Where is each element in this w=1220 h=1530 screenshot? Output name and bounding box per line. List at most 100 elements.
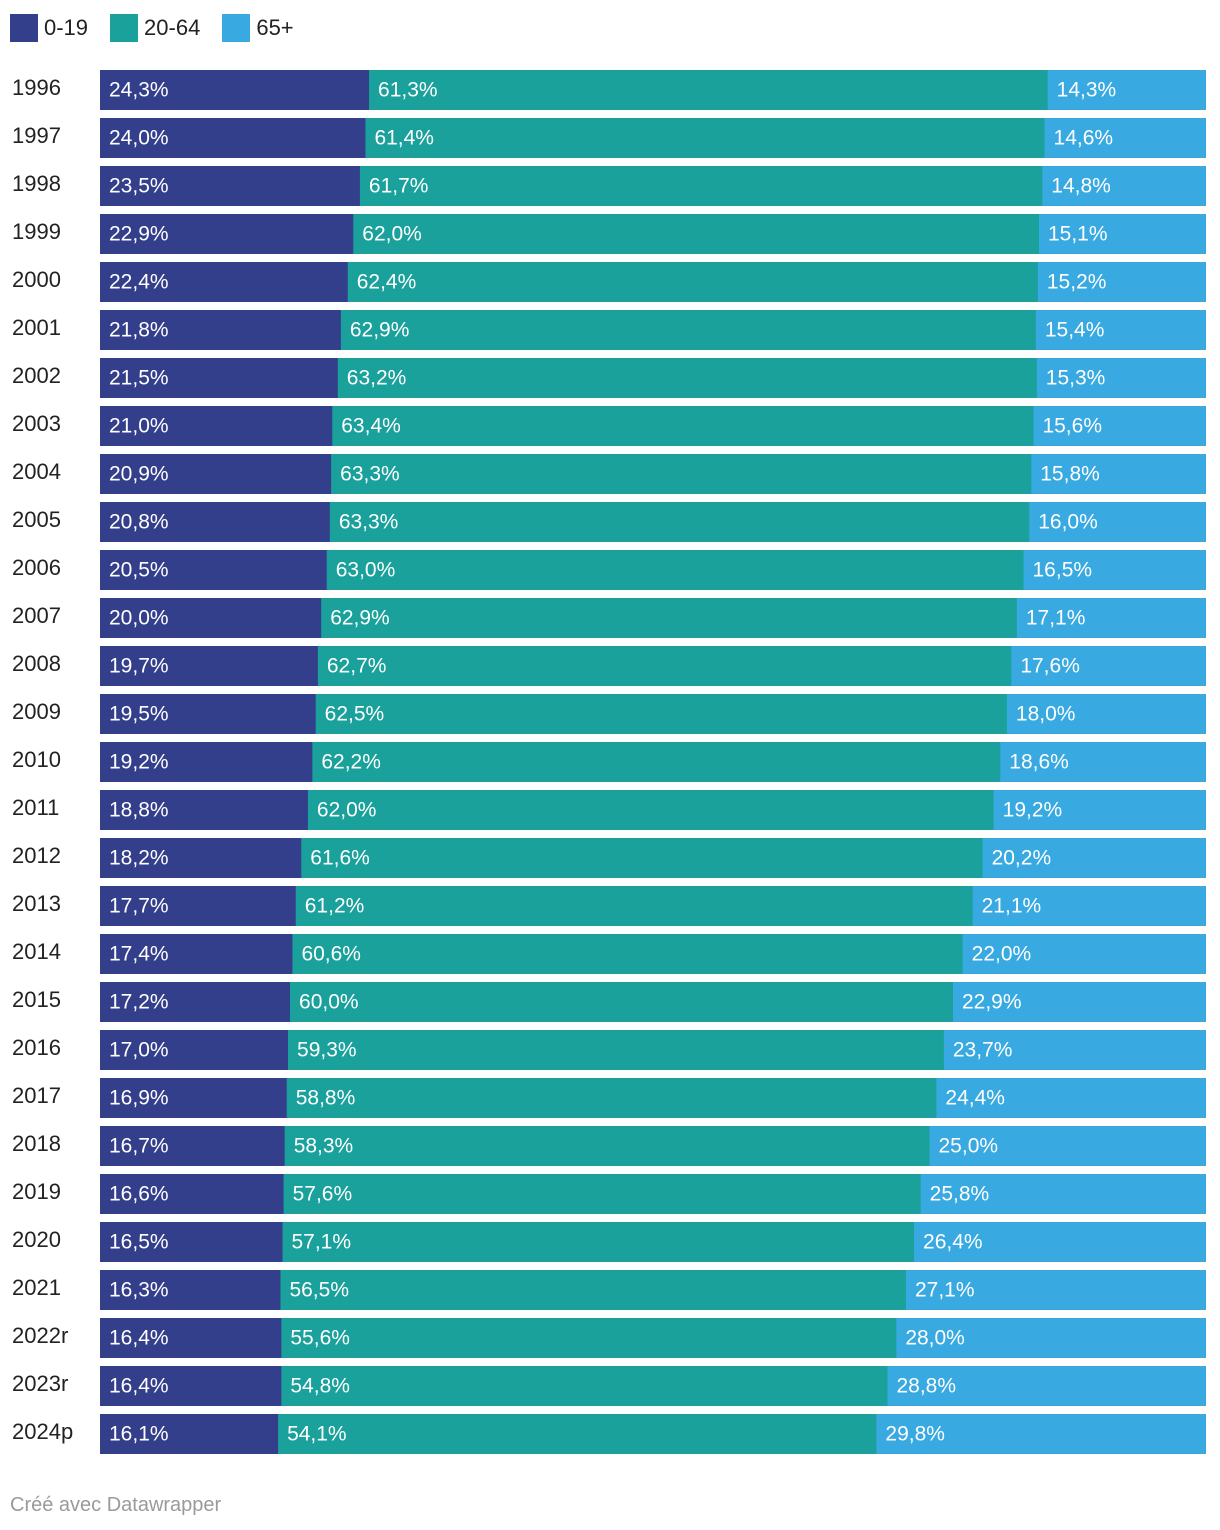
data-label-20-64-2006: 63,0%: [336, 559, 396, 582]
bar-segment-0-19-2001: [100, 310, 342, 350]
data-label-0-19-1998: 23,5%: [109, 175, 169, 198]
data-label-65-plus-2003: 15,6%: [1042, 415, 1102, 438]
bar-segment-65-plus-1998: [1042, 166, 1206, 206]
bar-segment-65-plus-2008: [1011, 646, 1206, 686]
bar-segment-0-19-1998: [100, 166, 361, 206]
bar-segment-0-19-2009: [100, 694, 317, 734]
bar-segment-0-19-2002: [100, 358, 339, 398]
year-label-2011: 2011: [12, 795, 59, 820]
data-label-20-64-2003: 63,4%: [341, 415, 401, 438]
data-label-0-19-2012: 18,2%: [109, 847, 169, 870]
bar-segment-0-19-2010: [100, 742, 313, 782]
year-label-2022r: 2022r: [12, 1323, 68, 1348]
bar-segment-20-64-2004: [331, 454, 1032, 494]
bar-segment-20-64-2007: [321, 598, 1018, 638]
bar-segment-20-64-2013: [295, 886, 974, 926]
bar-segment-20-64-1998: [359, 166, 1043, 206]
bar-segment-0-19-2021: [100, 1270, 281, 1310]
data-label-0-19-2005: 20,8%: [109, 511, 169, 534]
data-label-0-19-2020: 16,5%: [109, 1231, 169, 1254]
bar-segment-65-plus-2014: [962, 934, 1206, 974]
bar-segment-20-64-2009: [315, 694, 1008, 734]
year-label-2016: 2016: [12, 1035, 61, 1060]
year-label-2020: 2020: [12, 1227, 61, 1252]
data-label-0-19-1999: 22,9%: [109, 223, 169, 246]
data-label-65-plus-2011: 19,2%: [1003, 799, 1063, 822]
year-label-2010: 2010: [12, 747, 61, 772]
bar-segment-0-19-2007: [100, 598, 322, 638]
bar-segment-20-64-1996: [369, 70, 1049, 110]
bar-segment-20-64-2014: [292, 934, 964, 974]
year-label-2007: 2007: [12, 603, 61, 628]
bar-segment-0-19-2003: [100, 406, 333, 446]
data-label-20-64-2015: 60,0%: [299, 991, 359, 1014]
data-label-65-plus-2020: 26,4%: [923, 1231, 983, 1254]
year-label-2018: 2018: [12, 1131, 61, 1156]
bar-segment-0-19-2012: [100, 838, 302, 878]
data-label-0-19-2001: 21,8%: [109, 319, 169, 342]
bar-segment-0-19-2006: [100, 550, 328, 590]
data-label-20-64-2012: 61,6%: [310, 847, 370, 870]
bar-segment-65-plus-2005: [1029, 502, 1206, 542]
bar-segment-0-19-2004: [100, 454, 332, 494]
data-label-65-plus-2010: 18,6%: [1009, 751, 1069, 774]
bar-segment-65-plus-2004: [1031, 454, 1206, 494]
data-label-65-plus-2023r: 28,8%: [896, 1375, 956, 1398]
bar-segment-65-plus-2015: [952, 982, 1206, 1022]
bar-segment-20-64-1999: [353, 214, 1040, 254]
bar-segment-65-plus-2013: [972, 886, 1206, 926]
bar-segment-20-64-2001: [340, 310, 1037, 350]
bar-segment-20-64-2003: [332, 406, 1034, 446]
bar-segment-65-plus-2017: [936, 1078, 1206, 1118]
bar-segment-65-plus-2007: [1016, 598, 1206, 638]
data-label-20-64-2005: 63,3%: [339, 511, 399, 534]
bar-segment-0-19-2005: [100, 502, 331, 542]
data-label-65-plus-2012: 20,2%: [992, 847, 1052, 870]
data-label-20-64-2001: 62,9%: [350, 319, 410, 342]
bar-segment-20-64-2023r: [281, 1366, 888, 1406]
data-label-20-64-2014: 60,6%: [301, 943, 361, 966]
data-label-0-19-2008: 19,7%: [109, 655, 169, 678]
bar-segment-20-64-2002: [337, 358, 1038, 398]
bar-segment-65-plus-2010: [1000, 742, 1206, 782]
bar-segment-65-plus-2012: [982, 838, 1206, 878]
year-label-2024p: 2024p: [12, 1419, 73, 1444]
legend-label-20-64: 20-64: [144, 15, 201, 40]
data-label-65-plus-1996: 14,3%: [1057, 79, 1117, 102]
chart-legend: 0-19 20-64 65+: [10, 14, 316, 42]
data-label-20-64-1999: 62,0%: [362, 223, 422, 246]
data-label-65-plus-2008: 17,6%: [1020, 655, 1080, 678]
data-label-65-plus-2016: 23,7%: [953, 1039, 1013, 1062]
year-label-1999: 1999: [12, 219, 61, 244]
bar-segment-20-64-2017: [286, 1078, 937, 1118]
data-label-0-19-2023r: 16,4%: [109, 1375, 169, 1398]
bar-segment-0-19-2022r: [100, 1318, 282, 1358]
bar-segment-65-plus-2003: [1033, 406, 1206, 446]
legend-item-0-19: 0-19: [10, 14, 88, 42]
bar-segment-0-19-2017: [100, 1078, 288, 1118]
data-label-65-plus-2007: 17,1%: [1026, 607, 1086, 630]
legend-label-0-19: 0-19: [44, 15, 89, 40]
bar-segment-0-19-2019: [100, 1174, 285, 1214]
legend-swatch-65-plus: [222, 14, 251, 42]
data-label-20-64-2021: 56,5%: [289, 1279, 349, 1302]
bar-segment-65-plus-1997: [1044, 118, 1206, 158]
bar-segment-20-64-2012: [301, 838, 984, 878]
year-label-2002: 2002: [12, 363, 61, 388]
data-label-65-plus-2015: 22,9%: [962, 991, 1022, 1014]
bar-segment-20-64-2005: [329, 502, 1030, 542]
stacked-bar-chart: 1996 24,3% 61,3% 14,3% 1997 24,0% 61,4% 14,6% 19…: [12, 70, 1206, 1454]
data-label-0-19-2024p: 16,1%: [109, 1423, 169, 1446]
bar-segment-65-plus-2023r: [887, 1366, 1206, 1406]
year-label-1997: 1997: [12, 123, 61, 148]
bar-segment-0-19-2024p: [100, 1414, 279, 1454]
data-label-0-19-2006: 20,5%: [109, 559, 169, 582]
data-label-20-64-2019: 57,6%: [293, 1183, 353, 1206]
data-label-0-19-2017: 16,9%: [109, 1087, 169, 1110]
data-label-65-plus-2022r: 28,0%: [905, 1327, 965, 1350]
bar-segment-65-plus-1999: [1038, 214, 1206, 254]
bar-segment-65-plus-2016: [943, 1030, 1206, 1070]
data-label-0-19-2003: 21,0%: [109, 415, 169, 438]
data-label-20-64-2009: 62,5%: [325, 703, 385, 726]
bar-segment-0-19-2016: [100, 1030, 289, 1070]
